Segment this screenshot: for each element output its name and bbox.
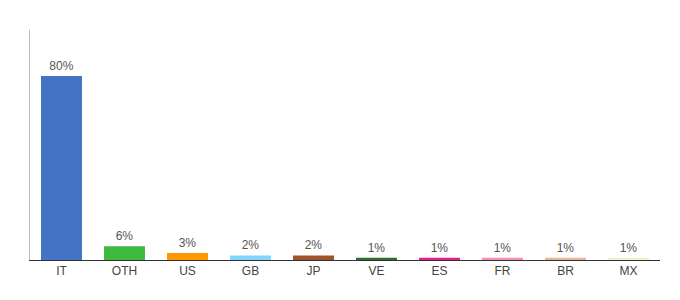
svg-text:MX: MX <box>620 264 638 278</box>
svg-text:IT: IT <box>56 264 67 278</box>
svg-text:1%: 1% <box>494 241 512 255</box>
svg-text:VE: VE <box>368 264 384 278</box>
svg-text:US: US <box>179 264 196 278</box>
svg-text:6%: 6% <box>116 229 134 243</box>
svg-text:2%: 2% <box>242 238 260 252</box>
svg-text:BR: BR <box>557 264 574 278</box>
svg-text:2%: 2% <box>305 238 323 252</box>
svg-text:ES: ES <box>431 264 447 278</box>
svg-text:1%: 1% <box>368 241 386 255</box>
svg-text:1%: 1% <box>557 241 575 255</box>
svg-text:GB: GB <box>242 264 259 278</box>
svg-text:OTH: OTH <box>112 264 137 278</box>
svg-text:80%: 80% <box>49 59 73 73</box>
svg-text:1%: 1% <box>620 241 638 255</box>
svg-text:3%: 3% <box>179 236 197 250</box>
svg-text:JP: JP <box>306 264 320 278</box>
svg-text:FR: FR <box>495 264 511 278</box>
svg-text:1%: 1% <box>431 241 449 255</box>
